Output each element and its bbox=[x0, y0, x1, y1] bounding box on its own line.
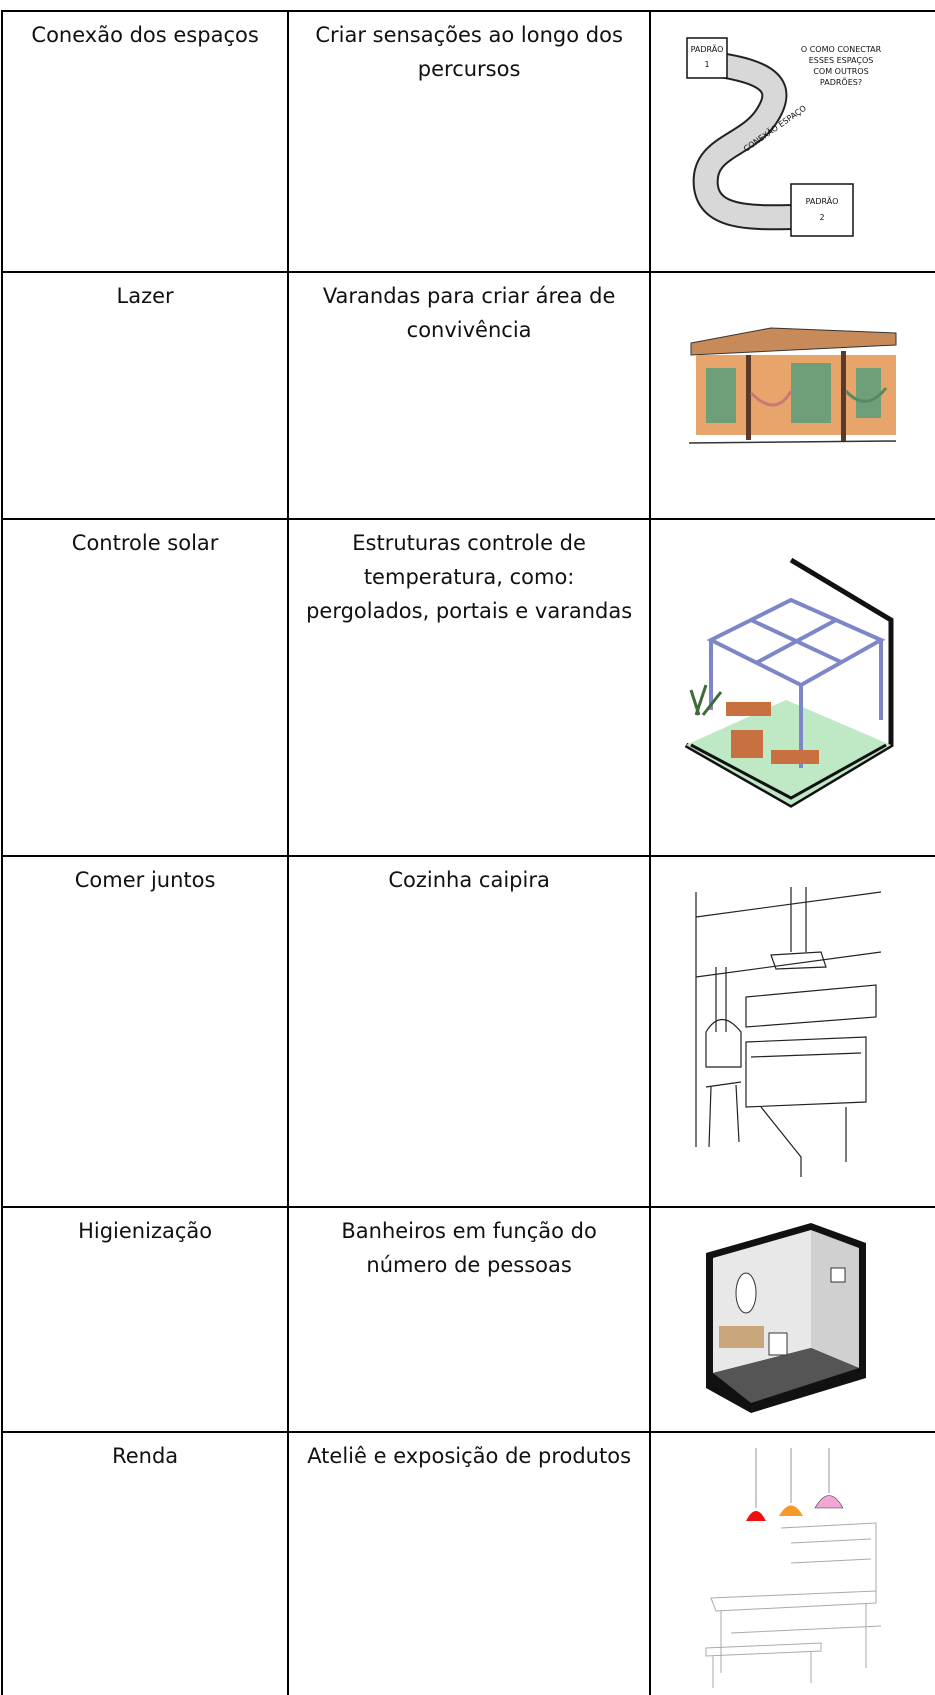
pergola bbox=[706, 597, 886, 768]
solution-cell: Estruturas controle de temperatura, como… bbox=[287, 518, 651, 857]
vanity bbox=[718, 1326, 764, 1348]
roof bbox=[690, 327, 897, 356]
sketch-pergola bbox=[684, 557, 894, 808]
sketch-label: 1 bbox=[704, 60, 709, 69]
sketch-cell bbox=[648, 855, 935, 1208]
shutter bbox=[790, 363, 831, 423]
wall bbox=[810, 1230, 859, 1368]
sketch-atelier bbox=[705, 1448, 882, 1688]
lamp-cords bbox=[755, 1448, 830, 1508]
need-cell: Controle solar bbox=[0, 518, 290, 857]
sketch-stroke bbox=[705, 1018, 742, 1068]
armchair bbox=[730, 730, 763, 758]
post bbox=[840, 351, 846, 441]
need-cell: Higienização bbox=[0, 1206, 290, 1433]
post bbox=[745, 355, 751, 440]
sketch-cell: PADRÃO 1 PADRÃO 2 CONEXÃO ESPAÇO O COMO … bbox=[648, 10, 935, 273]
floor-line bbox=[688, 440, 896, 444]
bench bbox=[770, 750, 819, 764]
table-row: Lazer Varandas para criar área de conviv… bbox=[0, 271, 935, 520]
sketch-veranda bbox=[688, 327, 897, 444]
box bbox=[790, 183, 854, 237]
need-cell: Conexão dos espaços bbox=[0, 10, 290, 273]
sketch-stroke bbox=[790, 887, 807, 952]
floor bbox=[712, 1348, 859, 1403]
sketch-stroke bbox=[715, 967, 727, 1032]
sketch-stroke bbox=[750, 618, 842, 665]
hammock bbox=[749, 390, 793, 407]
solution-cell: Varandas para criar área de convivência bbox=[287, 271, 651, 520]
kitchen-lines bbox=[695, 887, 882, 1177]
sketch-cell bbox=[648, 271, 935, 520]
hammock bbox=[844, 387, 888, 403]
sketch-stroke bbox=[745, 1036, 867, 1108]
sketch-label: PADRÃO bbox=[691, 44, 724, 54]
need-cell: Lazer bbox=[0, 271, 290, 520]
sketch-label: PADRÃO bbox=[806, 196, 839, 206]
sketch-stroke bbox=[695, 891, 882, 1147]
table-row: Higienização Banheiros em função do núme… bbox=[0, 1206, 935, 1433]
sketch-stroke bbox=[720, 1603, 882, 1673]
solution-cell: Criar sensações ao longo dos percursos bbox=[287, 10, 651, 273]
mirror bbox=[735, 1272, 757, 1314]
solution-cell: Cozinha caipira bbox=[287, 855, 651, 1208]
sketch-bathroom bbox=[705, 1223, 866, 1413]
lamp bbox=[778, 1505, 803, 1516]
sketch-label: ESSES ESPAÇOS bbox=[809, 56, 874, 65]
sketch-stroke bbox=[710, 1590, 877, 1612]
sketch-cell bbox=[648, 518, 935, 857]
solution-cell: Banheiros em função do número de pessoas bbox=[287, 1206, 651, 1433]
sketch-kitchen bbox=[695, 887, 882, 1177]
sketch-label: COM OUTROS bbox=[813, 67, 868, 76]
sketch-cell bbox=[648, 1206, 935, 1433]
table-row: Renda Ateliê e exposição de produtos bbox=[0, 1431, 935, 1695]
sketch-label: 2 bbox=[819, 213, 824, 222]
sketch-stroke bbox=[745, 984, 877, 1028]
sketch-stroke bbox=[760, 1106, 847, 1177]
sketch-stroke bbox=[750, 1052, 862, 1058]
table-row: Comer juntos Cozinha caipira bbox=[0, 855, 935, 1208]
sketch-stroke bbox=[770, 951, 827, 970]
solution-cell: Ateliê e exposição de produtos bbox=[287, 1431, 651, 1695]
need-cell: Comer juntos bbox=[0, 855, 290, 1208]
need-cell: Renda bbox=[0, 1431, 290, 1695]
sketch-stroke bbox=[780, 1522, 877, 1593]
sketch-cell bbox=[648, 1431, 935, 1695]
atelier-lines bbox=[705, 1522, 882, 1688]
table-row: Controle solar Estruturas controle de te… bbox=[0, 518, 935, 857]
plant bbox=[689, 684, 723, 716]
bench bbox=[725, 702, 771, 716]
table-row: Conexão dos espaços Criar sensações ao l… bbox=[0, 10, 935, 273]
sketch-stroke bbox=[705, 1081, 742, 1148]
sketch-stroke bbox=[705, 1642, 822, 1688]
shutter bbox=[855, 368, 881, 418]
patterns-table: Conexão dos espaços Criar sensações ao l… bbox=[0, 10, 935, 1695]
toilet bbox=[768, 1332, 788, 1356]
road bbox=[694, 53, 812, 229]
lamp bbox=[745, 1511, 766, 1521]
lamp bbox=[814, 1495, 844, 1509]
sketch-label: PADRÕES? bbox=[820, 76, 862, 87]
window bbox=[830, 1267, 846, 1283]
sketch-label: O COMO CONECTAR bbox=[801, 45, 882, 54]
sketch-connection: PADRÃO 1 PADRÃO 2 CONEXÃO ESPAÇO O COMO … bbox=[686, 37, 882, 237]
edge bbox=[690, 743, 887, 800]
box bbox=[686, 37, 728, 79]
shutter bbox=[705, 368, 736, 423]
